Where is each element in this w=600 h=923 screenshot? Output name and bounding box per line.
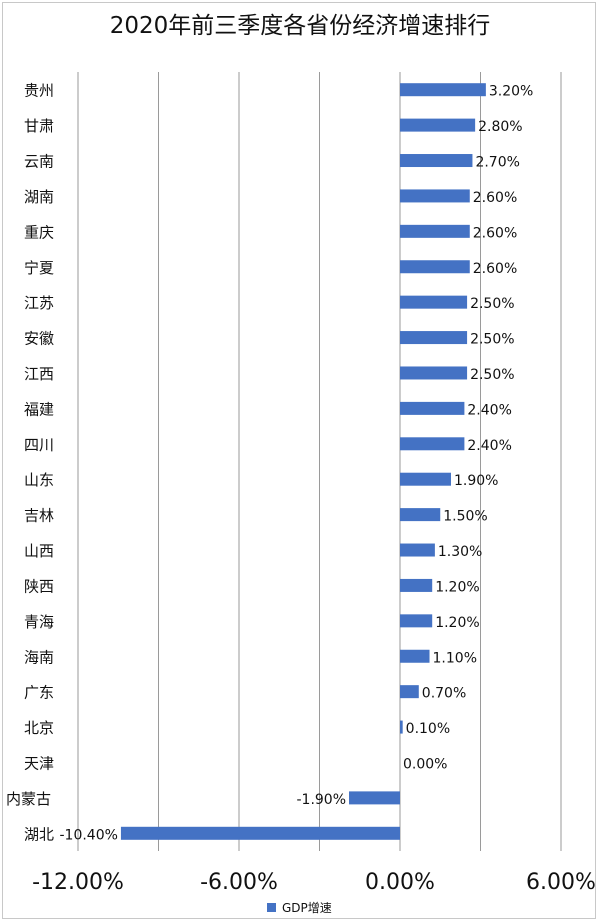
data-label: 3.20% bbox=[489, 84, 533, 100]
category-label: 甘肃 bbox=[24, 117, 54, 135]
data-label: -10.40% bbox=[59, 827, 117, 843]
data-label: 0.70% bbox=[422, 686, 466, 702]
bar bbox=[349, 791, 400, 805]
x-tick-label: 0.00% bbox=[365, 870, 435, 895]
data-label: 2.50% bbox=[470, 296, 514, 312]
data-label: 2.40% bbox=[467, 438, 511, 454]
category-label: 四川 bbox=[24, 436, 54, 454]
data-label: 1.20% bbox=[435, 615, 479, 631]
bar bbox=[400, 578, 433, 592]
bar bbox=[400, 614, 433, 628]
category-label: 安徽 bbox=[24, 330, 54, 348]
data-label: -1.90% bbox=[296, 792, 346, 808]
category-label: 北京 bbox=[24, 719, 54, 737]
bar bbox=[400, 472, 451, 486]
category-label: 江苏 bbox=[24, 294, 54, 312]
bar bbox=[400, 543, 435, 557]
data-label: 1.20% bbox=[435, 579, 479, 595]
category-label: 青海 bbox=[24, 613, 54, 631]
category-label: 宁夏 bbox=[24, 259, 54, 277]
category-label: 江西 bbox=[24, 365, 54, 383]
bar bbox=[400, 118, 476, 132]
bar bbox=[400, 720, 403, 734]
data-label: 0.10% bbox=[406, 721, 450, 737]
category-label: 吉林 bbox=[24, 507, 54, 525]
bar bbox=[400, 83, 486, 97]
category-label: 陕西 bbox=[24, 577, 54, 595]
category-label: 山东 bbox=[24, 471, 54, 489]
bar bbox=[400, 189, 470, 203]
category-label: 内蒙古 bbox=[6, 790, 51, 808]
bar bbox=[400, 508, 441, 522]
category-label: 山西 bbox=[24, 542, 54, 560]
data-label: 2.50% bbox=[470, 332, 514, 348]
chart-title: 2020年前三季度各省份经济增速排行 bbox=[109, 13, 491, 39]
bar bbox=[400, 401, 465, 415]
data-label: 2.80% bbox=[478, 119, 522, 135]
data-label: 2.50% bbox=[470, 367, 514, 383]
bar bbox=[400, 649, 430, 663]
data-label: 2.60% bbox=[473, 261, 517, 277]
legend-label: GDP增速 bbox=[282, 901, 332, 915]
x-tick-label: 6.00% bbox=[526, 870, 596, 895]
bar bbox=[400, 260, 470, 274]
category-label: 重庆 bbox=[24, 223, 54, 241]
data-label: 2.60% bbox=[473, 190, 517, 206]
bar bbox=[400, 685, 419, 699]
category-label: 福建 bbox=[24, 400, 54, 418]
bar bbox=[400, 331, 468, 345]
bar bbox=[400, 224, 470, 238]
category-label: 贵州 bbox=[24, 82, 54, 100]
data-label: 1.90% bbox=[454, 473, 498, 489]
bar bbox=[120, 826, 400, 840]
legend-swatch bbox=[267, 903, 276, 912]
data-label: 2.70% bbox=[475, 155, 519, 171]
x-tick-label: -6.00% bbox=[200, 870, 278, 895]
category-label: 海南 bbox=[24, 648, 54, 666]
data-label: 1.10% bbox=[433, 650, 477, 666]
data-label: 2.60% bbox=[473, 225, 517, 241]
category-label: 天津 bbox=[24, 754, 54, 772]
category-label: 湖南 bbox=[24, 188, 54, 206]
bar bbox=[400, 437, 465, 451]
bar bbox=[400, 295, 468, 309]
data-label: 1.50% bbox=[443, 509, 487, 525]
bar bbox=[400, 154, 473, 168]
data-label: 1.30% bbox=[438, 544, 482, 560]
category-label: 湖北 bbox=[24, 825, 54, 843]
data-label: 2.40% bbox=[467, 402, 511, 418]
category-label: 广东 bbox=[24, 684, 54, 702]
bar bbox=[400, 366, 468, 380]
category-label: 云南 bbox=[24, 153, 54, 171]
x-tick-label: -12.00% bbox=[32, 870, 124, 895]
data-label: 0.00% bbox=[403, 756, 447, 772]
